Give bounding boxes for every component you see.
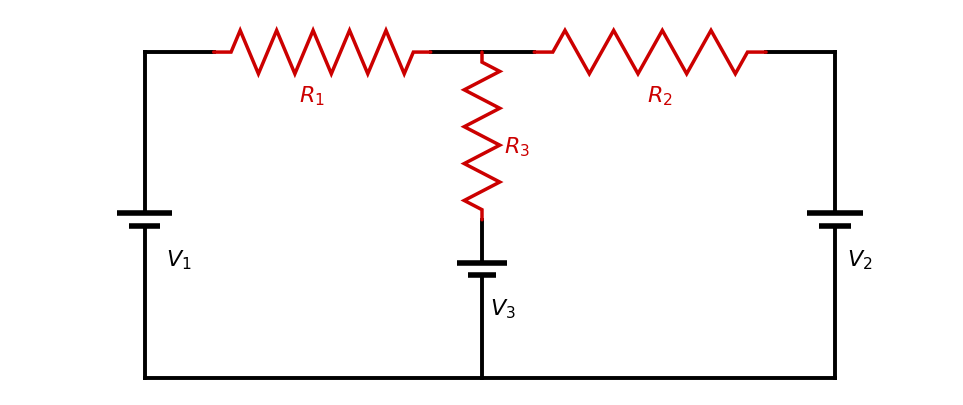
Text: $V_2$: $V_2$: [846, 248, 872, 271]
Text: $R_1$: $R_1$: [299, 84, 325, 108]
Text: $R_3$: $R_3$: [504, 134, 530, 158]
Text: $V_3$: $V_3$: [490, 297, 515, 320]
Text: $R_2$: $R_2$: [647, 84, 673, 108]
Text: $V_1$: $V_1$: [167, 248, 192, 271]
